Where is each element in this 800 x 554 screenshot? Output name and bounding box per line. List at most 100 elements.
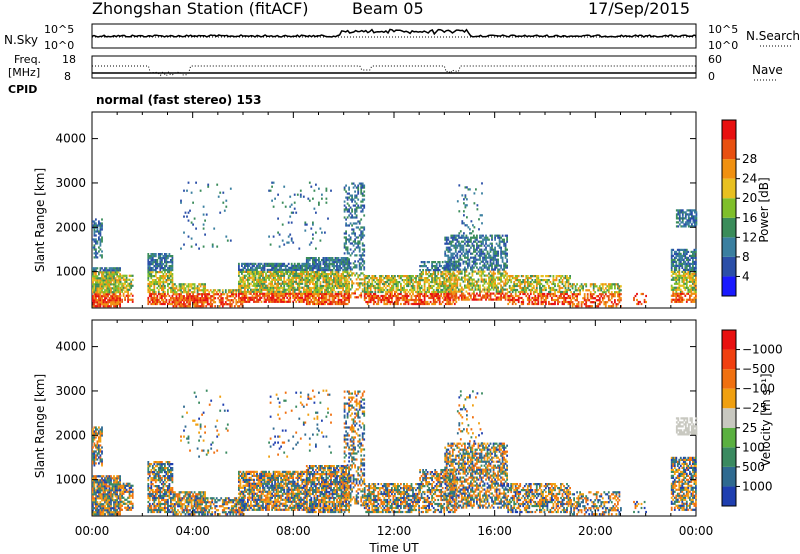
echo-cell	[269, 272, 272, 275]
echo-cell	[343, 210, 346, 213]
echo-cell	[398, 281, 401, 284]
echo-cell	[384, 275, 387, 278]
echo-cell	[108, 283, 111, 286]
echo-cell	[501, 286, 504, 289]
echo-cell	[248, 290, 251, 293]
echo-cell	[504, 246, 507, 249]
echo-cell	[537, 279, 540, 282]
echo-cell	[101, 218, 103, 221]
echo-cell	[108, 291, 111, 294]
echo-cell	[305, 279, 308, 282]
echo-cell	[209, 297, 212, 300]
echo-cell	[343, 298, 346, 302]
echo-cell	[253, 264, 255, 267]
echo-cell	[226, 303, 229, 306]
echo-cell	[307, 302, 310, 306]
echo-cell	[102, 277, 105, 280]
echo-cell	[92, 271, 94, 274]
echo-cell	[99, 271, 102, 274]
echo-cell	[391, 286, 393, 290]
echo-cell	[96, 289, 99, 292]
echo-cell	[460, 252, 463, 255]
echo-cell	[351, 194, 353, 197]
echo-cell	[92, 291, 94, 294]
echo-cell	[620, 289, 622, 292]
echo-cell	[343, 232, 346, 235]
echo-cell	[345, 281, 347, 284]
echo-cell	[391, 292, 393, 296]
echo-cell	[262, 272, 264, 275]
echo-cell	[241, 303, 244, 306]
echo-cell	[310, 257, 313, 260]
echo-cell	[93, 269, 96, 272]
echo-cell	[296, 268, 299, 271]
echo-cell	[260, 270, 263, 273]
echo-cell	[159, 265, 162, 268]
echo-cell	[322, 277, 325, 280]
echo-cell	[360, 266, 363, 269]
echo-cell	[308, 263, 311, 266]
echo-cell	[318, 263, 320, 266]
echo-cell	[415, 294, 417, 298]
echo-cell	[428, 290, 430, 294]
echo-cell	[187, 297, 190, 300]
echo-cell	[325, 273, 328, 276]
echo-cell	[334, 269, 337, 272]
echo-cell	[348, 188, 350, 191]
echo-cell	[119, 277, 121, 280]
echo-cell	[445, 248, 448, 251]
echo-cell	[543, 292, 546, 296]
echo-cell	[504, 270, 507, 273]
echo-cell	[348, 274, 350, 277]
echo-cell	[113, 303, 115, 306]
echo-cell	[95, 275, 97, 278]
echo-cell	[474, 260, 477, 263]
echo-cell	[165, 269, 168, 272]
echo-cell	[110, 281, 112, 284]
echo-cell	[485, 234, 487, 237]
echo-cell	[412, 290, 414, 294]
echo-cell	[420, 298, 423, 302]
echo-cell	[277, 262, 279, 265]
echo-cell	[214, 297, 217, 300]
echo-cell	[254, 276, 257, 279]
echo-cell	[413, 294, 416, 298]
echo-cell	[319, 302, 322, 306]
echo-cell	[253, 268, 255, 271]
echo-cell	[174, 287, 176, 290]
echo-cell	[389, 282, 392, 286]
echo-cell	[170, 298, 172, 302]
echo-cell	[198, 283, 200, 286]
echo-cell	[289, 278, 292, 281]
echo-cell	[253, 282, 255, 285]
echo-cell	[434, 298, 437, 302]
echo-cell	[349, 262, 352, 265]
echo-cell	[419, 269, 421, 272]
echo-cell	[92, 289, 94, 292]
echo-cell	[265, 272, 267, 275]
echo-cell	[101, 236, 103, 239]
echo-cell	[403, 288, 405, 292]
echo-cell	[607, 295, 610, 298]
echo-cell	[340, 275, 343, 278]
echo-cell	[483, 286, 486, 289]
echo-cell	[612, 283, 615, 286]
echo-cell	[99, 240, 102, 243]
beam-label: Beam 05	[352, 0, 424, 18]
echo-cell	[159, 271, 162, 274]
echo-cell	[316, 292, 319, 296]
echo-cell	[569, 277, 571, 280]
echo-cell	[212, 293, 215, 296]
echo-cell	[400, 296, 402, 300]
echo-cell	[272, 294, 275, 297]
echo-cell	[265, 276, 267, 279]
echo-cell	[343, 252, 346, 255]
echo-cell	[259, 280, 261, 283]
echo-cell	[281, 298, 284, 301]
echo-cell	[245, 300, 248, 303]
echo-cell	[503, 238, 505, 241]
echo-cell	[369, 300, 372, 304]
echo-cell	[159, 282, 162, 286]
echo-cell	[352, 230, 355, 233]
echo-cell	[357, 282, 360, 285]
